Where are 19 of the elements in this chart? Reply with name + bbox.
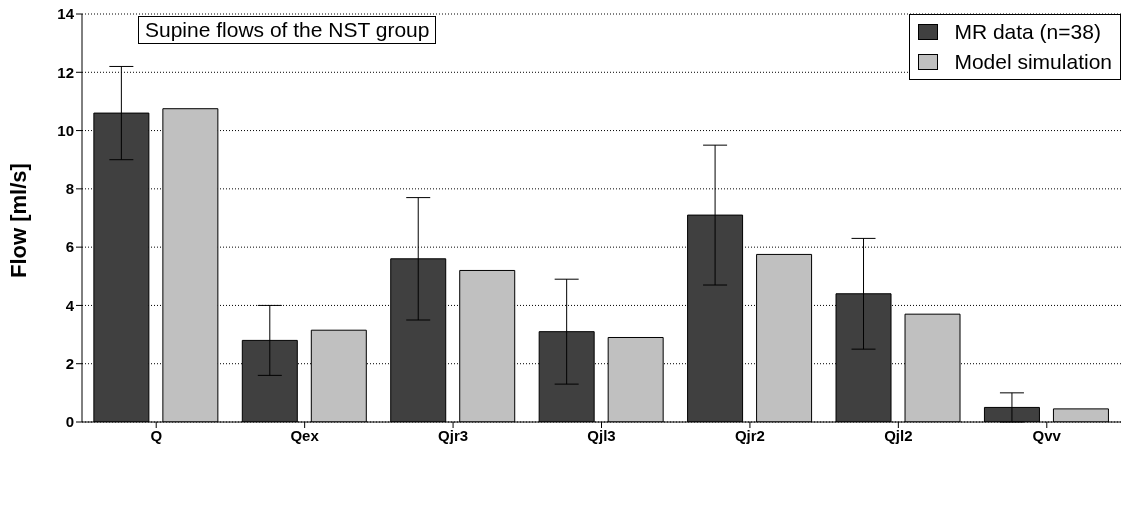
x-tick-label: Qjl3 bbox=[587, 426, 616, 444]
x-tick-label: Q bbox=[150, 426, 163, 444]
legend-label: Model simulation bbox=[954, 50, 1112, 74]
y-tick-label: 6 bbox=[65, 238, 74, 256]
legend-label: MR data (n=38) bbox=[954, 20, 1101, 44]
y-tick-label: 14 bbox=[57, 5, 75, 23]
y-tick-label: 10 bbox=[57, 121, 74, 139]
y-tick-label: 4 bbox=[65, 296, 75, 314]
x-tick-label: Qjr2 bbox=[734, 426, 765, 444]
x-tick-label: Qvv bbox=[1032, 426, 1062, 444]
x-tick-label: Qjl2 bbox=[884, 426, 913, 444]
y-axis-title: Flow [ml/s] bbox=[5, 163, 31, 278]
y-tick-label: 0 bbox=[65, 413, 74, 431]
x-tick-label: Qjr3 bbox=[438, 426, 469, 444]
y-tick-label: 8 bbox=[65, 180, 74, 198]
y-tick-label: 12 bbox=[57, 63, 74, 81]
chart-title: Supine flows of the NST group bbox=[138, 16, 437, 44]
x-tick-label: Qex bbox=[290, 426, 320, 444]
y-tick-label: 2 bbox=[65, 355, 74, 373]
